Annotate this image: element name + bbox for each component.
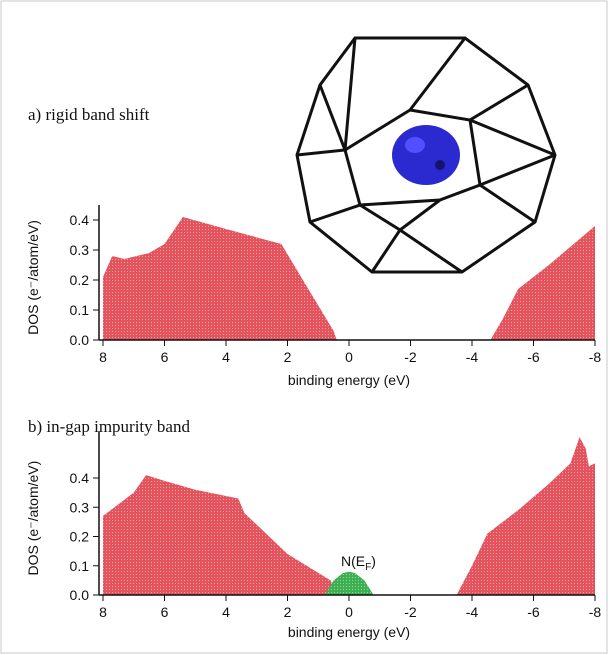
x-tick-label: 8 [99, 349, 107, 365]
x-tick-label: 2 [284, 604, 292, 620]
annotation-text: N(E [341, 553, 365, 569]
y-tick-label: 0.4 [70, 470, 90, 486]
y-tick-label: 0.0 [70, 587, 90, 603]
x-tick-label: -8 [589, 604, 602, 620]
x-tick-label: 4 [222, 349, 230, 365]
x-tick-label: 6 [161, 349, 169, 365]
annotation-suffix: ) [371, 553, 376, 569]
panel-title: b) in-gap impurity band [28, 417, 190, 436]
y-axis-label: DOS (e⁻/atom/eV) [25, 461, 41, 576]
x-tick-label: -6 [527, 349, 540, 365]
x-tick-label: 0 [345, 349, 353, 365]
impurity-blob [392, 125, 460, 185]
x-tick-label: -4 [466, 349, 479, 365]
x-tick-label: -6 [527, 604, 540, 620]
y-tick-label: 0.1 [70, 558, 90, 574]
x-tick-label: 0 [345, 604, 353, 620]
y-tick-label: 0.2 [70, 529, 90, 545]
y-tick-label: 0.3 [70, 242, 90, 258]
x-axis-label: binding energy (eV) [288, 372, 410, 388]
y-tick-label: 0.1 [70, 302, 90, 318]
x-tick-label: -4 [466, 604, 479, 620]
x-axis-label: binding energy (eV) [288, 624, 410, 640]
x-tick-label: 4 [222, 604, 230, 620]
x-tick-label: -8 [589, 349, 602, 365]
y-axis-label: DOS (e⁻/atom/eV) [25, 220, 41, 335]
x-tick-label: 6 [161, 604, 169, 620]
y-tick-label: 0.4 [70, 212, 90, 228]
x-tick-label: 8 [99, 604, 107, 620]
panel-title: a) rigid band shift [28, 105, 150, 124]
figure: a) rigid band shift 0.0 0.1 0.2 0.3 0.4 8 6 4 2 0 -… [0, 0, 610, 655]
x-tick-label: -2 [404, 349, 417, 365]
x-tick-label: -2 [404, 604, 417, 620]
x-tick-label: 2 [284, 349, 292, 365]
y-tick-label: 0.3 [70, 499, 90, 515]
y-tick-label: 0.2 [70, 272, 90, 288]
y-tick-label: 0.0 [70, 332, 90, 348]
